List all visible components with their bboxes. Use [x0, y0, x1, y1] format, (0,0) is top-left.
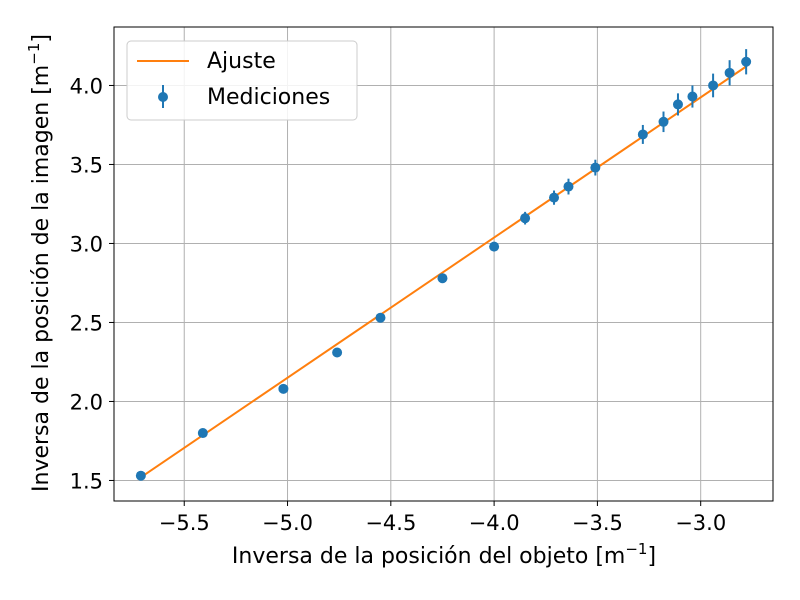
data-point — [135, 470, 146, 481]
x-tick-label: −3.5 — [572, 511, 623, 535]
data-point — [672, 99, 683, 110]
fit-line-layer — [140, 65, 747, 479]
y-axis: 1.5 2.0 2.5 3.0 3.5 4.0 — [70, 74, 114, 493]
legend-ajuste-label: Ajuste — [207, 49, 276, 74]
plot-frame — [113, 26, 774, 502]
data-point — [197, 428, 208, 439]
data-point — [724, 67, 735, 78]
data-point — [520, 213, 531, 224]
data-point — [489, 241, 500, 252]
data-point — [637, 129, 648, 140]
x-axis-label: Inversa de la posición del objeto [m−1] — [232, 540, 656, 569]
data-point — [375, 312, 386, 323]
y-tick-label: 3.0 — [70, 232, 103, 256]
legend-mediciones-label: Mediciones — [207, 85, 330, 110]
x-tick-label: −3.0 — [675, 511, 726, 535]
data-point — [687, 91, 698, 102]
x-tick-label: −5.0 — [262, 511, 313, 535]
y-tick-label: 4.0 — [70, 74, 103, 98]
data-point — [590, 162, 601, 173]
data-points-layer — [135, 49, 752, 481]
x-axis: −5.5 −5.0 −4.5 −4.0 −3.5 −3.0 — [159, 501, 726, 535]
y-tick-label: 3.5 — [70, 153, 103, 177]
y-tick-label: 2.0 — [70, 390, 103, 414]
x-tick-label: −4.5 — [365, 511, 416, 535]
x-tick-label: −5.5 — [159, 511, 210, 535]
legend: Ajuste Mediciones — [126, 40, 358, 121]
y-axis-label: Inversa de la posición de la imagen [m−1… — [25, 34, 54, 492]
data-point — [332, 347, 343, 358]
data-point — [278, 383, 289, 394]
fit-line-ajuste — [140, 65, 747, 479]
legend-mediciones-marker — [158, 92, 168, 102]
x-tick-label: −4.0 — [469, 511, 520, 535]
data-point — [437, 273, 448, 284]
data-point — [563, 181, 574, 192]
data-point — [741, 56, 752, 67]
data-point — [658, 116, 669, 127]
data-point — [708, 80, 719, 91]
y-tick-label: 2.5 — [70, 311, 103, 335]
data-point — [549, 192, 560, 203]
y-tick-label: 1.5 — [70, 469, 103, 493]
